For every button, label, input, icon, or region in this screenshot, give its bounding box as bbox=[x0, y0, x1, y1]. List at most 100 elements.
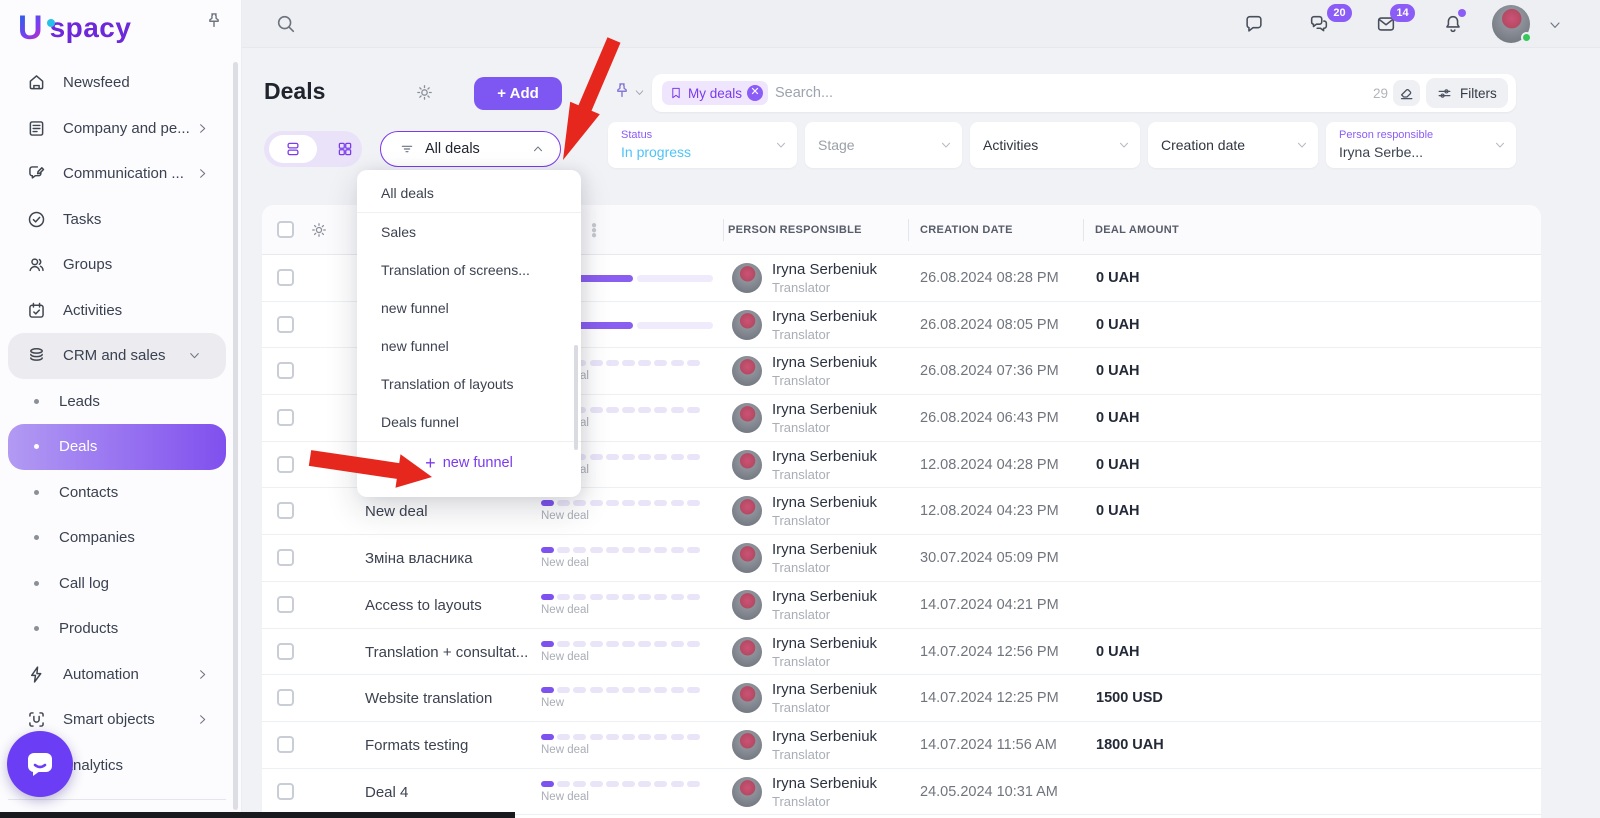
funnel-option-new-funnel-3[interactable]: new funnel bbox=[381, 300, 449, 316]
sidebar-item-call-log[interactable]: Call log bbox=[0, 561, 234, 607]
funnel-option-deals-funnel-6[interactable]: Deals funnel bbox=[381, 414, 459, 430]
clear-search-eraser-button[interactable] bbox=[1393, 80, 1420, 106]
deal-name[interactable]: Formats testing bbox=[365, 736, 469, 754]
filters-button[interactable]: Filters bbox=[1426, 78, 1508, 108]
person-name[interactable]: Iryna Serbeniuk bbox=[772, 727, 878, 745]
row-checkbox[interactable] bbox=[277, 269, 294, 286]
row-checkbox[interactable] bbox=[277, 409, 294, 427]
person-name[interactable]: Iryna Serbeniuk bbox=[772, 401, 878, 419]
person-name[interactable]: Iryna Serbeniuk bbox=[772, 541, 878, 559]
sidebar-item-crm-and-sales[interactable]: CRM and sales bbox=[8, 333, 226, 379]
filter-creation-date[interactable]: Creation date bbox=[1148, 122, 1318, 168]
row-checkbox[interactable] bbox=[277, 549, 294, 567]
person-name[interactable]: Iryna Serbeniuk bbox=[772, 681, 878, 699]
row-checkbox[interactable] bbox=[277, 735, 294, 753]
row-checkbox[interactable] bbox=[277, 782, 294, 800]
kanban-view-button[interactable] bbox=[336, 140, 354, 163]
funnel-option-sales-1[interactable]: Sales bbox=[381, 224, 417, 240]
list-view-button[interactable] bbox=[269, 135, 317, 163]
funnel-option-new-funnel-4[interactable]: new funnel bbox=[381, 338, 449, 354]
deals-search-bar[interactable]: My deals ✕ Search... 29 Filters bbox=[652, 74, 1516, 156]
sidebar-item-activities[interactable]: Activities bbox=[0, 288, 234, 334]
stage-segment bbox=[654, 360, 668, 367]
funnel-select-button[interactable]: All deals bbox=[380, 131, 561, 167]
funnel-option-translation-of-screens-2[interactable]: Translation of screens... bbox=[381, 262, 530, 278]
sidebar-item-products[interactable]: Products bbox=[0, 606, 234, 652]
filter-person-responsible[interactable]: Person responsible Iryna Serbe... bbox=[1326, 122, 1516, 168]
table-row-9[interactable]: Translation + consultat... New deal Iryna … bbox=[262, 628, 1541, 676]
pin-filter-icon[interactable] bbox=[612, 81, 632, 101]
row-checkbox[interactable] bbox=[277, 362, 294, 380]
deal-name[interactable]: Зміна власника bbox=[365, 550, 473, 568]
row-checkbox[interactable] bbox=[277, 502, 294, 520]
add-deal-button[interactable]: + Add bbox=[474, 77, 562, 110]
person-name[interactable]: Iryna Serbeniuk bbox=[772, 774, 878, 792]
filter-stage[interactable]: Stage bbox=[805, 122, 962, 168]
sidebar-scrollbar[interactable] bbox=[233, 62, 238, 810]
search-icon[interactable] bbox=[275, 13, 297, 35]
sidebar-item-tasks[interactable]: Tasks bbox=[0, 197, 234, 243]
deal-name[interactable]: Access to layouts bbox=[365, 596, 482, 614]
table-settings-gear-icon[interactable] bbox=[310, 221, 328, 239]
chats-icon[interactable] bbox=[1308, 13, 1330, 35]
sidebar-item-leads[interactable]: Leads bbox=[0, 379, 234, 425]
row-checkbox[interactable] bbox=[277, 315, 294, 333]
person-name[interactable]: Iryna Serbeniuk bbox=[772, 261, 878, 278]
mail-icon[interactable] bbox=[1375, 13, 1397, 35]
deal-name[interactable]: Deal 4 bbox=[365, 783, 409, 801]
column-drag-handle[interactable]: ● ● ● bbox=[591, 220, 598, 241]
notifications-bell-icon[interactable] bbox=[1442, 13, 1464, 35]
row-checkbox[interactable] bbox=[277, 455, 294, 473]
person-name[interactable]: Iryna Serbeniuk bbox=[772, 494, 878, 512]
sidebar-pin-icon[interactable] bbox=[204, 11, 224, 31]
col-header-creation[interactable]: CREATION DATE bbox=[920, 224, 1013, 236]
row-checkbox[interactable] bbox=[277, 595, 294, 613]
deal-name[interactable]: Translation + consultat... bbox=[365, 643, 529, 661]
person-name[interactable]: Iryna Serbeniuk bbox=[772, 447, 878, 465]
feedback-message-icon[interactable] bbox=[1243, 13, 1265, 35]
person-name[interactable]: Iryna Serbeniuk bbox=[772, 587, 878, 605]
table-row-12[interactable]: Deal 4 New deal Iryna Serbeniuk Translator 2… bbox=[262, 768, 1541, 816]
new-funnel-action[interactable]: + new funnel bbox=[357, 442, 581, 484]
select-all-checkbox[interactable] bbox=[277, 221, 294, 238]
uspacy-logo[interactable]: U spacy bbox=[18, 8, 131, 48]
dropdown-scrollbar[interactable] bbox=[574, 345, 578, 450]
person-name[interactable]: Iryna Serbeniuk bbox=[772, 634, 878, 652]
sidebar-item-groups[interactable]: Groups bbox=[0, 242, 234, 288]
profile-chevron-down-icon[interactable] bbox=[1547, 17, 1563, 33]
sidebar-item-automation[interactable]: Automation bbox=[0, 652, 234, 698]
sidebar-item-communication[interactable]: Communication ... bbox=[0, 151, 234, 197]
chip-close-icon[interactable]: ✕ bbox=[747, 85, 764, 101]
deal-name[interactable]: Website translation bbox=[365, 690, 493, 708]
funnel-option-translation-of-layouts-5[interactable]: Translation of layouts bbox=[381, 376, 514, 392]
sidebar-item-company-and-pe[interactable]: Company and pe... bbox=[0, 106, 234, 152]
sidebar-item-smart-objects[interactable]: Smart objects bbox=[0, 697, 234, 743]
table-row-10[interactable]: Website translation New Iryna Serbeniuk Tra… bbox=[262, 675, 1541, 722]
deal-name[interactable]: New deal bbox=[365, 503, 428, 521]
person-avatar bbox=[732, 356, 762, 387]
col-header-person[interactable]: PERSON RESPONSIBLE bbox=[728, 224, 862, 236]
sidebar-item-newsfeed[interactable]: Newsfeed bbox=[0, 60, 234, 106]
filter-activities[interactable]: Activities bbox=[970, 122, 1140, 168]
row-checkbox[interactable] bbox=[277, 689, 294, 707]
filter-status[interactable]: Status In progress bbox=[608, 122, 797, 168]
col-header-amount[interactable]: DEAL AMOUNT bbox=[1095, 224, 1179, 236]
creation-date: 26.08.2024 07:36 PM bbox=[920, 363, 1059, 380]
my-deals-filter-chip[interactable]: My deals ✕ bbox=[662, 81, 769, 105]
row-checkbox[interactable] bbox=[277, 642, 294, 660]
table-row-8[interactable]: Access to layouts New deal Iryna Serbeniuk… bbox=[262, 581, 1541, 629]
funnel-option-all-deals-0[interactable]: All deals bbox=[381, 185, 434, 201]
table-row-11[interactable]: Formats testing New deal Iryna Serbeniuk Tr… bbox=[262, 721, 1541, 769]
sidebar-item-deals[interactable]: Deals bbox=[8, 424, 226, 470]
person-role: Translator bbox=[772, 466, 831, 482]
support-chat-button[interactable] bbox=[7, 731, 73, 797]
person-name[interactable]: Iryna Serbeniuk bbox=[772, 354, 878, 372]
chevron-right-icon bbox=[200, 669, 206, 679]
sidebar-item-contacts[interactable]: Contacts bbox=[0, 470, 234, 516]
pin-chevron-down-icon[interactable] bbox=[633, 86, 646, 99]
person-name[interactable]: Iryna Serbeniuk bbox=[772, 307, 878, 325]
sidebar-item-companies[interactable]: Companies bbox=[0, 515, 234, 561]
stage-segment bbox=[654, 687, 668, 694]
deals-settings-gear-icon[interactable] bbox=[415, 83, 434, 102]
table-row-7[interactable]: Зміна власника New deal Iryna Serbeniuk Tra… bbox=[262, 535, 1541, 582]
